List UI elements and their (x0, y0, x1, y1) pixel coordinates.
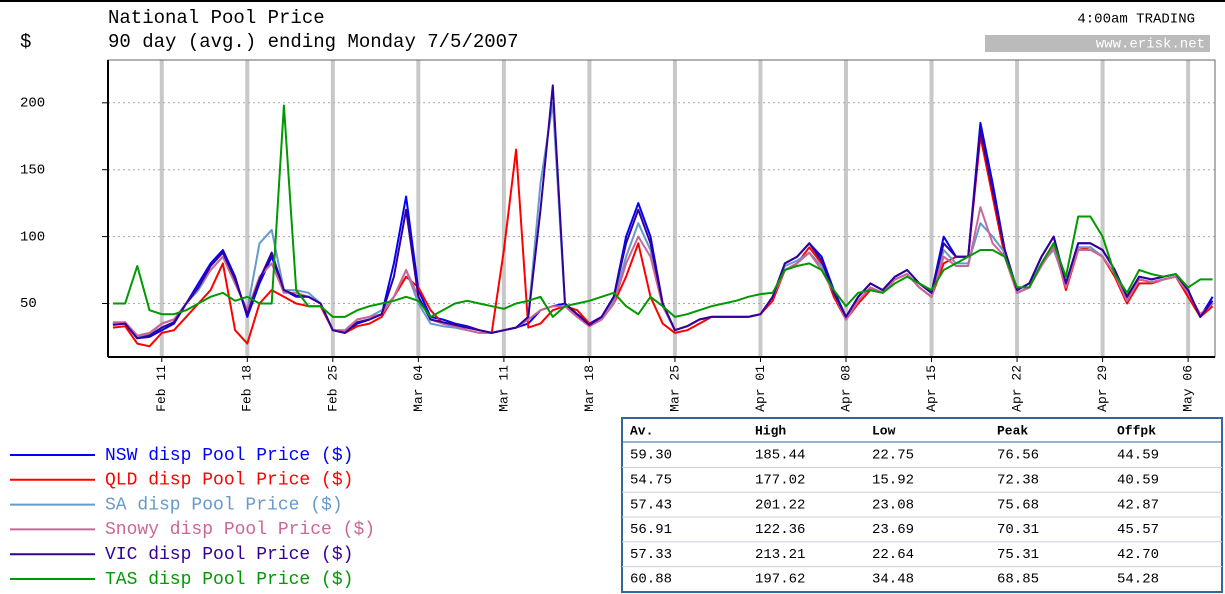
plot-frame (107, 59, 1216, 358)
table-cell: 70.31 (997, 522, 1039, 538)
x-tick-label: Mar 04 (411, 365, 426, 412)
table-cell: 23.08 (872, 497, 914, 513)
table-cell: 42.87 (1117, 497, 1159, 513)
x-tick-label: Mar 25 (667, 365, 682, 412)
x-tick-label: May 06 (1181, 365, 1196, 412)
table-cell: 76.56 (997, 448, 1039, 464)
legend-label: NSW disp Pool Price ($) (105, 446, 353, 466)
table-cell: 122.36 (755, 522, 805, 538)
table-header: Av. (630, 423, 653, 438)
series-line (112, 84, 1214, 340)
x-tick-label: Apr 08 (838, 365, 853, 412)
table-header: Peak (997, 423, 1028, 438)
chart-title: National Pool Price (108, 7, 325, 29)
table-cell: 201.22 (755, 497, 805, 513)
legend-label: VIC disp Pool Price ($) (105, 545, 353, 565)
table-cell: 34.48 (872, 572, 914, 588)
table-cell: 213.21 (755, 547, 805, 563)
table-cell: 22.75 (872, 448, 914, 464)
table-cell: 42.70 (1117, 547, 1159, 563)
table-cell: 60.88 (630, 572, 672, 588)
table-header: Offpk (1117, 423, 1156, 438)
table-cell: 57.43 (630, 497, 672, 513)
status-label: 4:00am TRADING (1077, 12, 1195, 28)
table-cell: 75.68 (997, 497, 1039, 513)
x-tick-label: Mar 11 (496, 365, 511, 412)
series-line (112, 135, 1214, 348)
table-cell: 54.75 (630, 473, 672, 489)
table-cell: 44.59 (1117, 448, 1159, 464)
table-cell: 59.30 (630, 448, 672, 464)
table-cell: 40.59 (1117, 473, 1159, 489)
legend-label: Snowy disp Pool Price ($) (105, 520, 375, 540)
y-axis-label: $ (20, 31, 31, 53)
table-cell: 197.62 (755, 572, 805, 588)
y-tick-label: 200 (20, 96, 45, 112)
table-cell: 72.38 (997, 473, 1039, 489)
table-cell: 54.28 (1117, 572, 1159, 588)
table-cell: 57.33 (630, 547, 672, 563)
table-cell: 56.91 (630, 522, 672, 538)
table-cell: 177.02 (755, 473, 805, 489)
table-cell: 23.69 (872, 522, 914, 538)
table-cell: 22.64 (872, 547, 914, 563)
table-header: Low (872, 423, 896, 438)
y-tick-label: 50 (20, 296, 37, 312)
x-tick-label: Feb 25 (325, 365, 340, 412)
x-tick-label: Feb 18 (240, 365, 255, 412)
table-cell: 45.57 (1117, 522, 1159, 538)
chart-subtitle: 90 day (avg.) ending Monday 7/5/2007 (108, 31, 518, 53)
x-tick-label: Apr 22 (1009, 365, 1024, 412)
x-tick-label: Apr 15 (924, 365, 939, 412)
source-box (985, 35, 1210, 52)
x-tick-label: Apr 29 (1095, 365, 1110, 412)
legend-label: TAS disp Pool Price ($) (105, 570, 353, 590)
table-cell: 68.85 (997, 572, 1039, 588)
table-header: High (755, 423, 786, 438)
table-cell: 15.92 (872, 473, 914, 489)
x-tick-label: Apr 01 (753, 365, 768, 412)
y-tick-label: 150 (20, 162, 45, 178)
legend-label: QLD disp Pool Price ($) (105, 471, 353, 491)
source-label: www.erisk.net (1096, 37, 1205, 53)
plot-lines (112, 84, 1214, 348)
legend-label: SA disp Pool Price ($) (105, 495, 343, 515)
x-tick-label: Feb 11 (154, 365, 169, 412)
series-line (112, 104, 1213, 318)
y-tick-label: 100 (20, 229, 45, 245)
x-tick-label: Mar 18 (582, 365, 597, 412)
stats-table (621, 417, 1223, 593)
table-cell: 185.44 (755, 448, 805, 464)
table-cell: 75.31 (997, 547, 1039, 563)
